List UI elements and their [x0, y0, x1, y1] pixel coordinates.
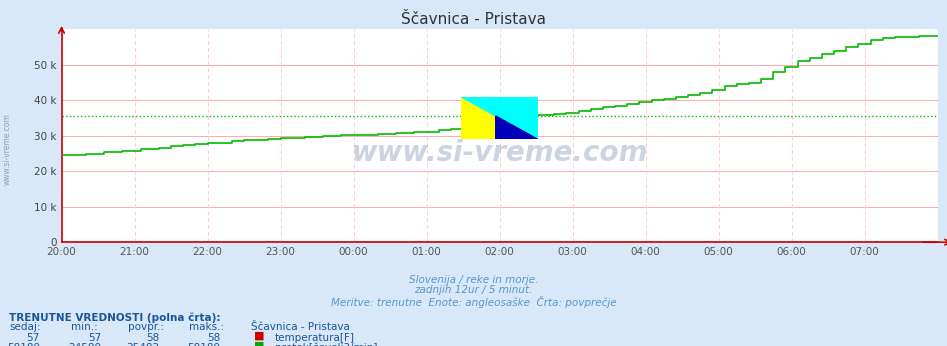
- Text: 58: 58: [146, 333, 159, 343]
- Text: 58180: 58180: [188, 343, 221, 346]
- Text: min.:: min.:: [71, 322, 98, 333]
- Polygon shape: [461, 97, 538, 139]
- Text: 58180: 58180: [7, 343, 40, 346]
- Text: maks.:: maks.:: [189, 322, 224, 333]
- Text: ■: ■: [254, 331, 264, 341]
- Text: 58: 58: [207, 333, 221, 343]
- Text: 57: 57: [88, 333, 101, 343]
- Text: 24580: 24580: [68, 343, 101, 346]
- Text: sedaj:: sedaj:: [9, 322, 41, 333]
- Text: 35482: 35482: [126, 343, 159, 346]
- Text: Slovenija / reke in morje.: Slovenija / reke in morje.: [409, 275, 538, 285]
- Text: www.si-vreme.com: www.si-vreme.com: [351, 139, 648, 167]
- Text: TRENUTNE VREDNOSTI (polna črta):: TRENUTNE VREDNOSTI (polna črta):: [9, 312, 221, 322]
- Text: Ščavnica - Pristava: Ščavnica - Pristava: [251, 322, 349, 333]
- Text: pretok[čevelj3/min]: pretok[čevelj3/min]: [275, 343, 377, 346]
- Polygon shape: [461, 97, 538, 139]
- Text: ■: ■: [254, 341, 264, 346]
- Text: povpr.:: povpr.:: [128, 322, 164, 333]
- Text: www.si-vreme.com: www.si-vreme.com: [3, 113, 12, 185]
- Polygon shape: [495, 116, 538, 139]
- Text: 57: 57: [27, 333, 40, 343]
- Text: temperatura[F]: temperatura[F]: [275, 333, 354, 343]
- Text: Ščavnica - Pristava: Ščavnica - Pristava: [401, 12, 546, 27]
- Text: zadnjih 12ur / 5 minut.: zadnjih 12ur / 5 minut.: [415, 285, 532, 295]
- Text: Meritve: trenutne  Enote: angleosaške  Črta: povprečje: Meritve: trenutne Enote: angleosaške Črt…: [331, 296, 616, 308]
